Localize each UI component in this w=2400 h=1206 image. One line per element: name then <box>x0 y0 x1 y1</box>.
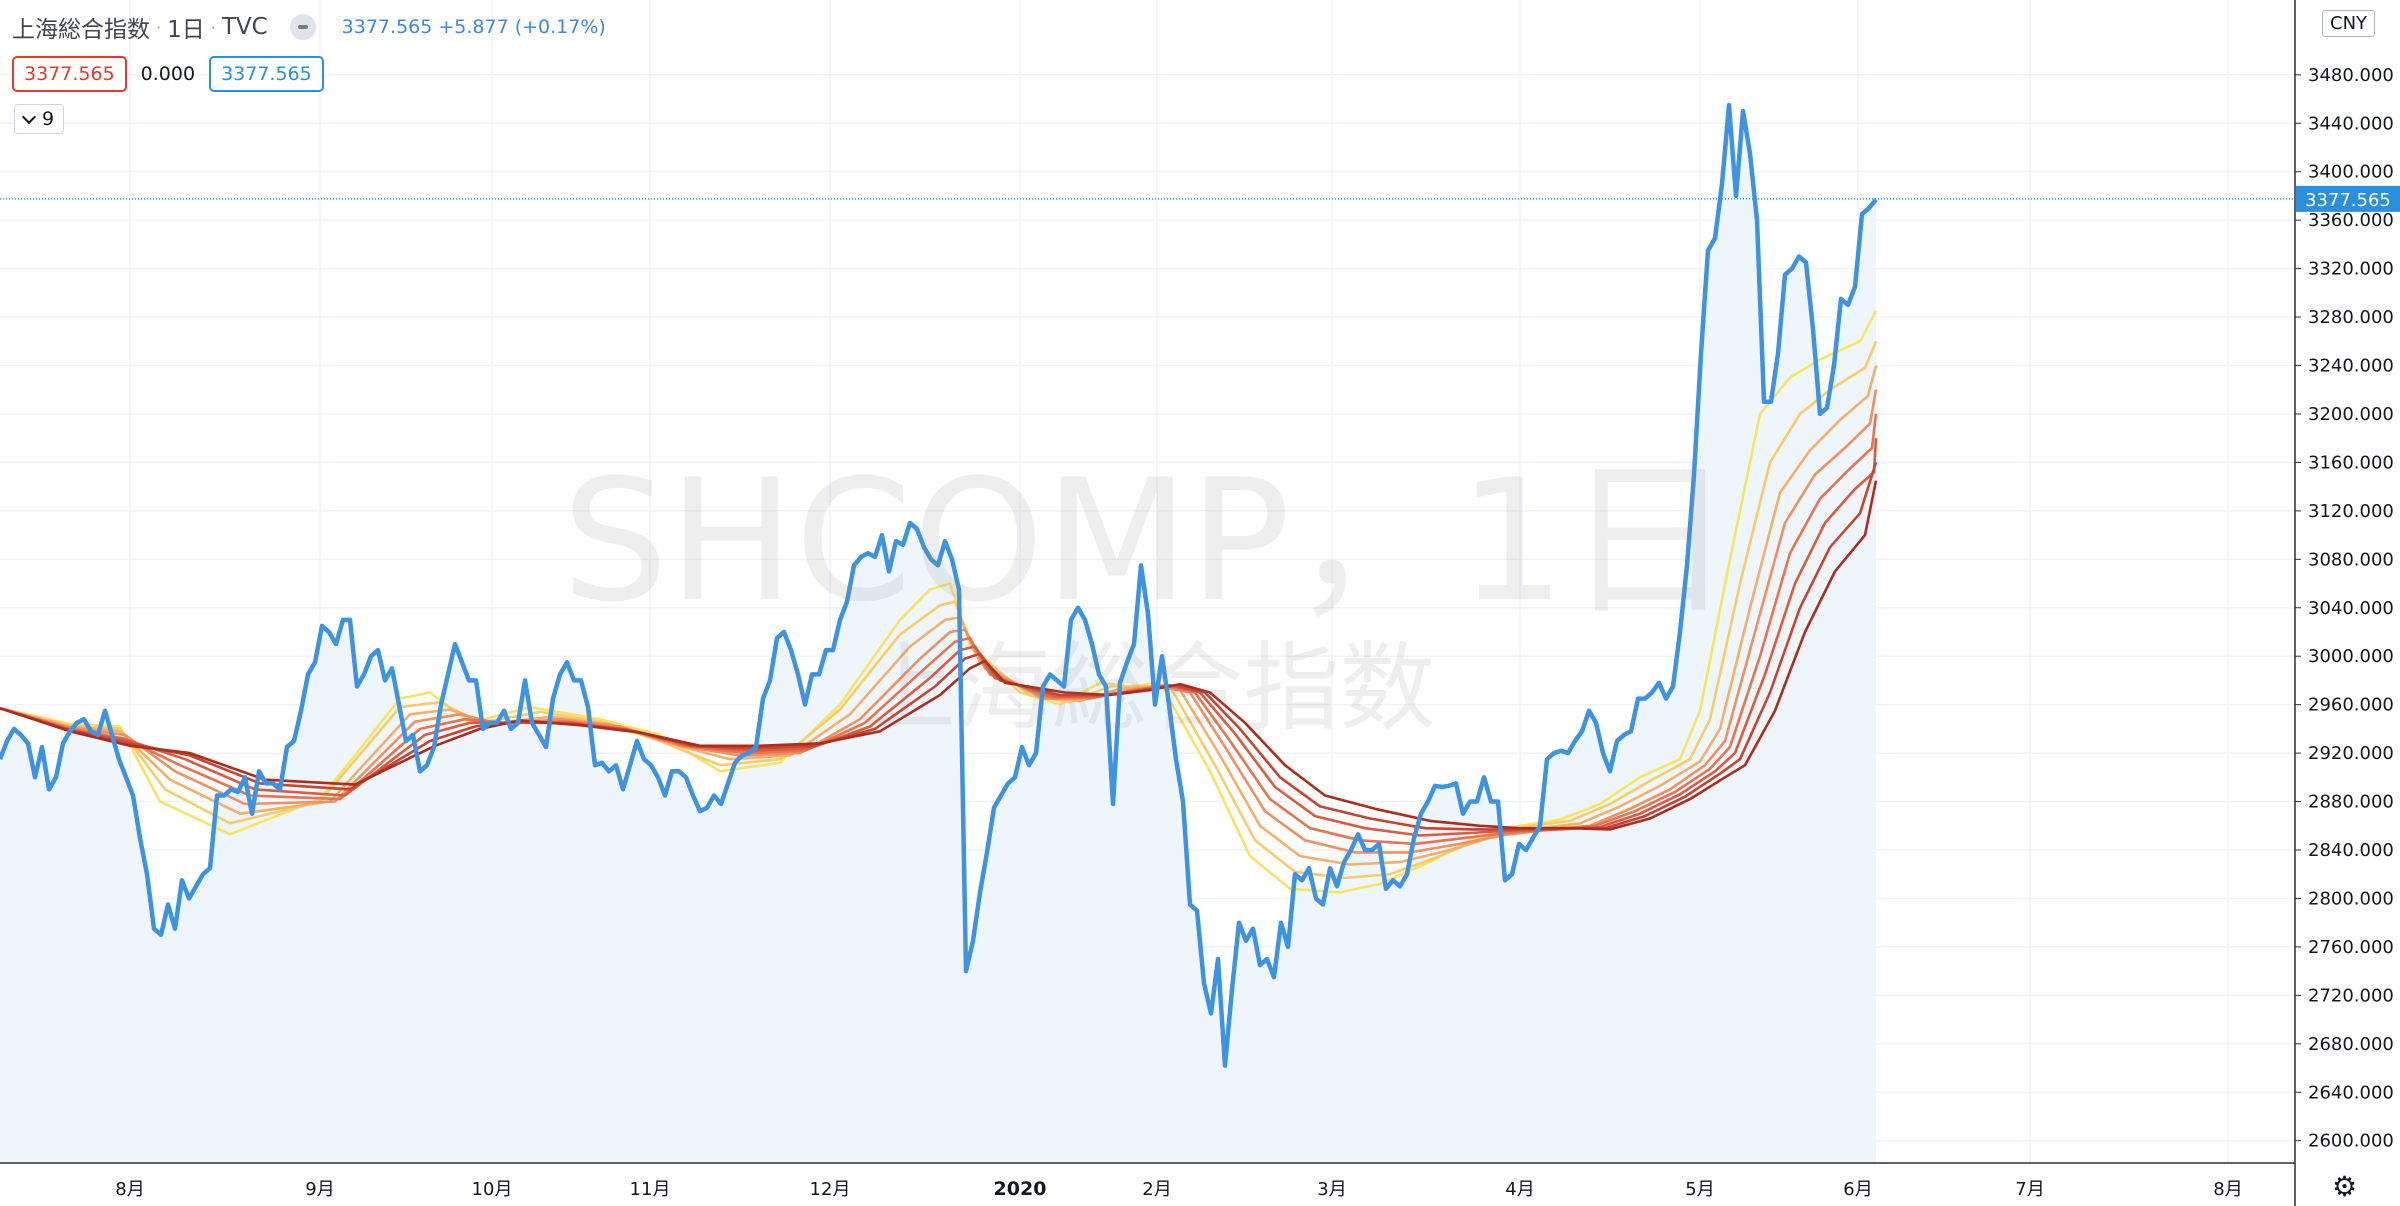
legend-separator: · <box>210 17 216 37</box>
y-tick-label: 2720.000 <box>2308 985 2394 1006</box>
y-tick-label: 3360.000 <box>2308 210 2394 231</box>
x-tick-label: 7月 <box>2015 1179 2044 1200</box>
x-tick-label: 8月 <box>115 1179 144 1200</box>
price-area-fill <box>0 105 1876 1164</box>
y-tick-label: 3000.000 <box>2308 646 2394 667</box>
last-price-label: 3377.565 <box>2305 190 2391 211</box>
y-tick-label: 3480.000 <box>2308 65 2394 86</box>
exchange-label: TVC <box>221 14 268 40</box>
x-tick-label: 8月 <box>2213 1179 2242 1200</box>
y-tick-label: 2960.000 <box>2308 695 2394 716</box>
x-tick-label: 3月 <box>1317 1179 1346 1200</box>
y-tick-label: 3280.000 <box>2308 307 2394 328</box>
y-tick-label: 3240.000 <box>2308 356 2394 377</box>
ma-line-8 <box>0 480 1878 831</box>
price-axis: 2600.000 2640.000 2680.000 2720.000 2760.000… <box>2294 0 2400 1206</box>
y-tick-label: 2800.000 <box>2308 888 2394 909</box>
y-tick-label: 2920.000 <box>2308 743 2394 764</box>
y-tick-label: 2600.000 <box>2308 1131 2394 1152</box>
y-tick-label: 3120.000 <box>2308 501 2394 522</box>
x-tick-label: 9月 <box>305 1179 334 1200</box>
y-tick-label: 2880.000 <box>2308 792 2394 813</box>
y-tick-label: 2760.000 <box>2308 937 2394 958</box>
last-price-badge <box>2296 185 2400 212</box>
legend-separator: · <box>156 17 162 37</box>
indicator-value-red: 3377.565 <box>12 56 127 92</box>
y-tick-label: 3080.000 <box>2308 549 2394 570</box>
indicators-toggle-button[interactable]: 9 <box>14 104 65 134</box>
price-change: 3377.565 +5.877 (+0.17%) <box>341 16 606 38</box>
y-tick-label: 3160.000 <box>2308 452 2394 473</box>
y-tick-label: 3440.000 <box>2308 113 2394 134</box>
indicator-value-mid: 0.000 <box>140 63 196 85</box>
x-tick-label: 6月 <box>1843 1179 1872 1200</box>
y-tick-label: 3040.000 <box>2308 598 2394 619</box>
gear-icon[interactable]: ⚙ <box>2332 1170 2358 1203</box>
currency-button[interactable]: CNY <box>2322 10 2376 37</box>
indicator-value-blue: 3377.565 <box>209 56 324 92</box>
y-tick-label: 3320.000 <box>2308 259 2394 280</box>
x-tick-label: 12月 <box>810 1179 851 1200</box>
time-axis: 8月 9月 10月 11月 12月 2020 2月 3月 4月 5月 6月 7月 8月 <box>0 1162 2295 1200</box>
chevron-down-icon <box>21 109 37 124</box>
x-tick-label: 2月 <box>1142 1179 1171 1200</box>
y-tick-label: 2640.000 <box>2308 1082 2394 1103</box>
indicator-values: 3377.565 0.000 3377.565 <box>12 56 324 92</box>
ma-line-1 <box>0 310 1878 894</box>
indicators-count: 9 <box>42 108 55 130</box>
y-tick-label: 2680.000 <box>2308 1034 2394 1055</box>
y-tick-label: 3400.000 <box>2308 162 2394 183</box>
interval-label[interactable]: 1日 <box>167 17 205 43</box>
x-tick-label: 5月 <box>1685 1179 1714 1200</box>
x-tick-label: 4月 <box>1505 1179 1534 1200</box>
x-tick-label: 10月 <box>472 1179 513 1200</box>
price-line <box>0 102 1878 1068</box>
x-tick-label: 2020 <box>994 1178 1047 1200</box>
y-tick-label: 3200.000 <box>2308 404 2394 425</box>
x-tick-label: 11月 <box>630 1179 671 1200</box>
hide-legend-icon[interactable] <box>289 14 316 40</box>
y-tick-label: 2840.000 <box>2308 840 2394 861</box>
symbol-name[interactable]: 上海総合指数 <box>12 17 150 43</box>
symbol-legend: 上海総合指数 · 1日 · TVC 3377.565 +5.877 (+0.17… <box>12 10 606 44</box>
